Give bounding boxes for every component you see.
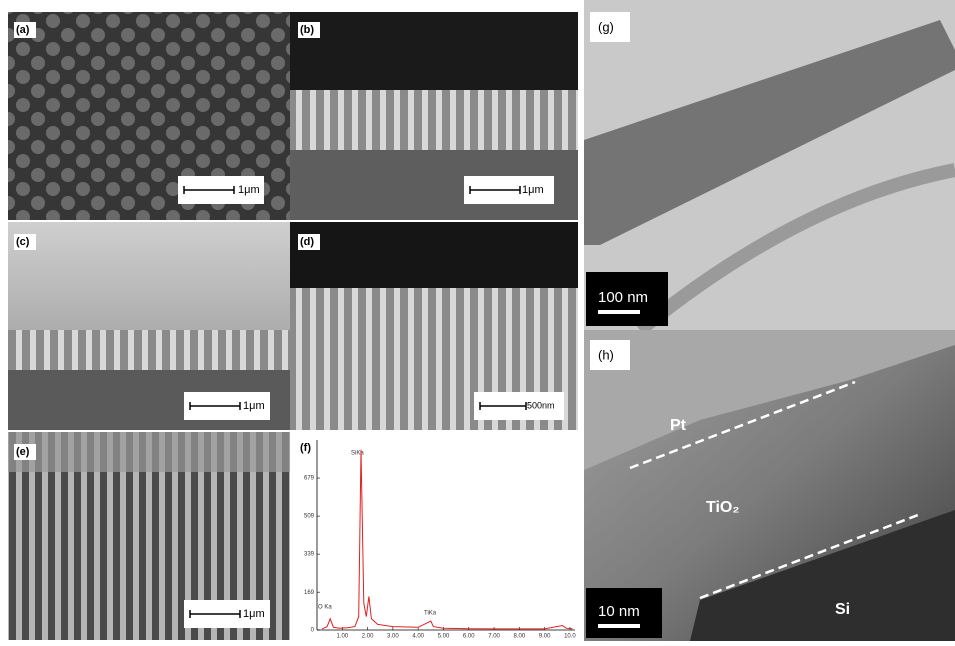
figure: (a) (b) (c) (d) (e) (f) (g) (h) 1μm 1μm … [0, 0, 955, 641]
x-tick-label: 7.00 [488, 634, 500, 640]
y-tick-label: 679 [304, 476, 315, 482]
panel-label: (h) [598, 347, 614, 362]
panel-label: (f) [300, 442, 311, 454]
sem-image [8, 432, 290, 472]
panel-label: (c) [16, 236, 30, 248]
scale-bar: 1μm [184, 600, 270, 628]
scale-bar-text: 1μm [522, 184, 544, 196]
x-tick-label: 8.00 [514, 634, 526, 640]
spectrum-panel [290, 432, 578, 640]
peak-label: O Ka [318, 605, 332, 611]
scale-bar: 1μm [184, 392, 270, 420]
panel-label: (a) [16, 24, 30, 36]
y-tick-label: 169 [304, 590, 315, 596]
scale-bar-text: 1μm [243, 608, 265, 620]
annotation: Pt [670, 417, 687, 434]
scale-bar: 1μm [464, 176, 554, 204]
scale-bar-text: 10 nm [598, 603, 640, 620]
scale-bar-text: 500nm [527, 400, 555, 410]
sem-image [290, 90, 578, 150]
x-tick-label: 5.00 [438, 634, 450, 640]
x-tick-label: 3.00 [387, 634, 399, 640]
page: (a) (b) (c) (d) (e) (f) (g) (h) 1μm 1μm … [0, 0, 955, 641]
x-tick-label: 2.00 [362, 634, 374, 640]
panel-label: (g) [598, 19, 614, 34]
panel-label: (d) [300, 236, 314, 248]
scale-bar: 10 nm [586, 588, 662, 638]
scale-bar: 1μm [178, 176, 264, 204]
x-tick-label: 10.0 [564, 634, 576, 640]
y-tick-label: 339 [304, 552, 315, 558]
panel-label: (b) [300, 24, 314, 36]
x-tick-label: 9.00 [539, 634, 551, 640]
scale-bar-text: 1μm [238, 184, 260, 196]
peak-label: TiKa [424, 611, 437, 617]
scale-bar: 500nm [474, 392, 564, 420]
scale-bar-text: 100 nm [598, 289, 648, 306]
sem-image [8, 330, 290, 370]
peak-label: SiKa [351, 451, 364, 457]
x-tick-label: 1.00 [336, 634, 348, 640]
sem-image [290, 222, 578, 290]
sem-image [290, 12, 578, 90]
x-tick-label: 6.00 [463, 634, 475, 640]
annotation: Si [835, 601, 850, 618]
scale-bar-text: 1μm [243, 400, 265, 412]
y-tick-label: 509 [304, 514, 315, 520]
scale-bar: 100 nm [586, 272, 668, 326]
annotation: TiO₂ [706, 499, 739, 516]
x-tick-label: 4.00 [412, 634, 424, 640]
panel-label: (e) [16, 446, 30, 458]
